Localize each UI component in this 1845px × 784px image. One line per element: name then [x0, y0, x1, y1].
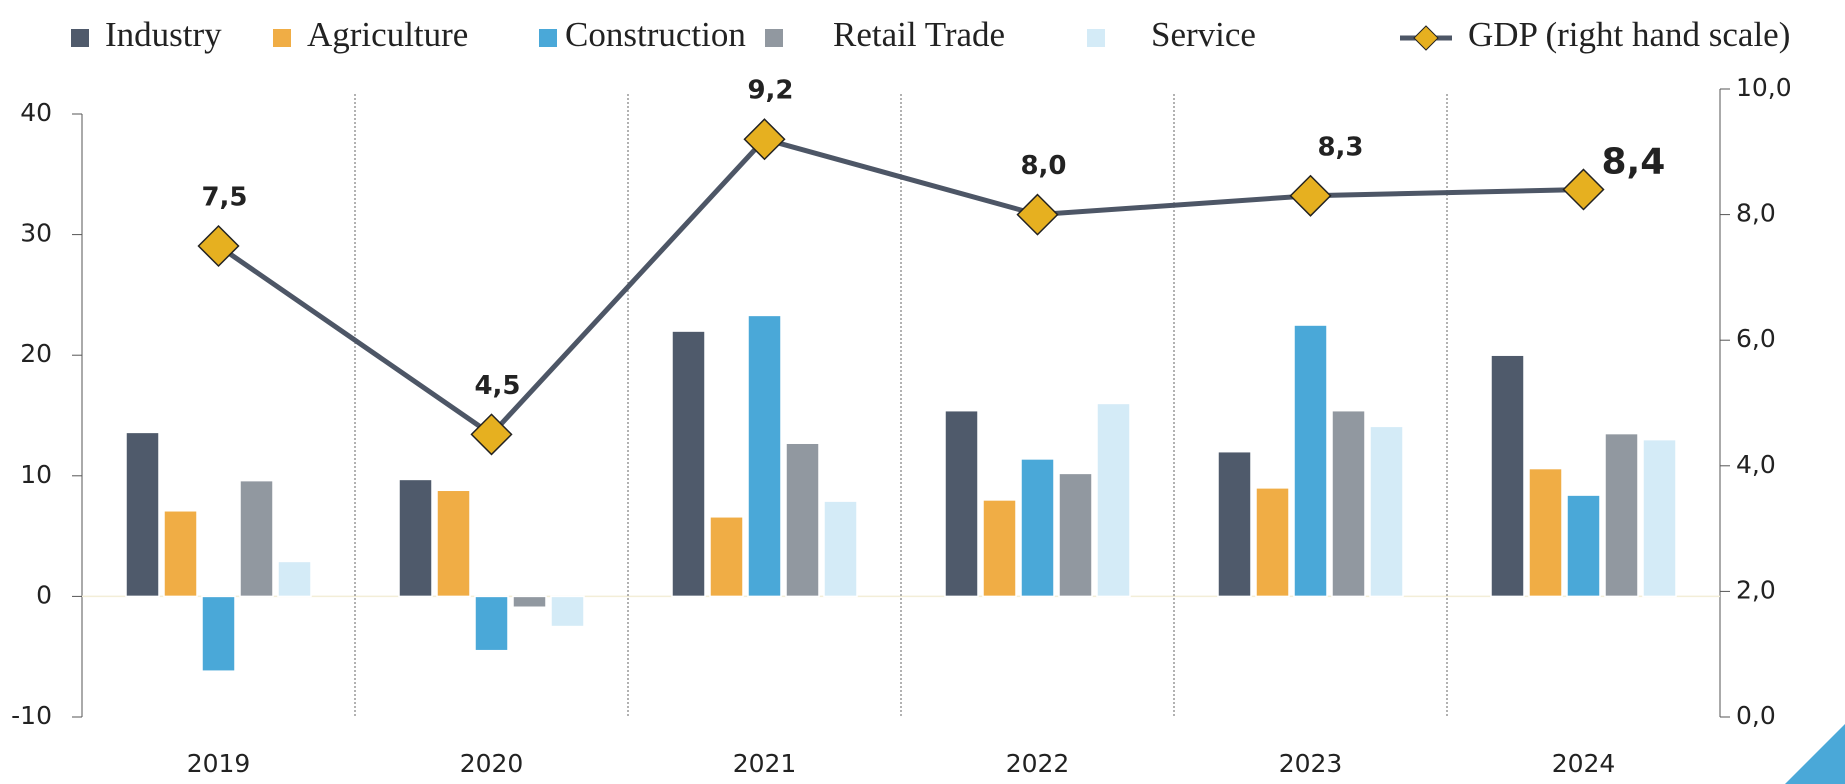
- bar: [1528, 467, 1563, 598]
- bar: [671, 330, 706, 598]
- legend-label: GDP (right hand scale): [1468, 15, 1790, 54]
- legend-swatch: [539, 29, 557, 47]
- bar: [1369, 425, 1404, 598]
- y-tick-label: 40: [20, 98, 52, 127]
- gdp-marker: [743, 118, 786, 161]
- gdp-value-label: 7,5: [201, 183, 247, 213]
- bar: [474, 595, 509, 652]
- gdp-value-label: 9,2: [747, 76, 793, 106]
- y2-tick-label: 0,0: [1736, 701, 1776, 730]
- y2-tick-label: 6,0: [1736, 324, 1776, 353]
- gdp-value-label: 4,5: [474, 371, 520, 401]
- y-tick-label: 0: [36, 580, 52, 609]
- bar: [1604, 432, 1639, 598]
- bar: [1020, 458, 1055, 598]
- x-tick-label: 2019: [187, 749, 251, 778]
- legend-marker: [1413, 25, 1439, 51]
- legend-swatch: [273, 29, 291, 47]
- gdp-marker: [1289, 174, 1332, 217]
- legend-swatch: [765, 29, 783, 47]
- bar: [1490, 354, 1525, 598]
- gdp-line: [217, 136, 1584, 438]
- gdp-marker: [470, 413, 513, 456]
- bar: [512, 595, 547, 609]
- bar: [1293, 324, 1328, 598]
- bar: [550, 595, 585, 628]
- legend-label: Construction: [565, 15, 746, 54]
- y2-tick-label: 2,0: [1736, 575, 1776, 604]
- gdp-marker: [1562, 168, 1605, 211]
- x-tick-label: 2021: [733, 749, 797, 778]
- y-tick-label: 30: [20, 219, 52, 248]
- bar: [1331, 409, 1366, 598]
- bar: [982, 499, 1017, 598]
- bar: [277, 560, 312, 598]
- x-tick-label: 2020: [460, 749, 524, 778]
- y2-tick-label: 10,0: [1736, 73, 1792, 102]
- bar: [398, 478, 433, 598]
- legend-swatch: [71, 29, 89, 47]
- bar: [1058, 472, 1093, 598]
- gdp-value-label: 8,3: [1317, 132, 1363, 162]
- gdp-value-label: 8,4: [1602, 141, 1666, 182]
- bar: [163, 510, 198, 598]
- legend-label: Industry: [105, 15, 222, 54]
- legend-label: Agriculture: [307, 15, 468, 54]
- gdp-marker: [197, 224, 240, 268]
- y-tick-label: -10: [11, 701, 52, 730]
- bar: [201, 595, 236, 672]
- bar: [747, 314, 782, 598]
- gdp-value-label: 8,0: [1020, 151, 1066, 181]
- bar: [125, 431, 160, 598]
- legend-label: Service: [1151, 15, 1256, 54]
- bar: [1255, 487, 1290, 598]
- bar: [944, 409, 979, 598]
- y2-tick-label: 4,0: [1736, 450, 1776, 479]
- x-tick-label: 2022: [1006, 749, 1070, 778]
- y2-tick-label: 8,0: [1736, 199, 1776, 228]
- bar: [785, 442, 820, 598]
- legend-label: Retail Trade: [833, 15, 1005, 54]
- y-tick-label: 10: [20, 460, 52, 489]
- corner-decoration: [1785, 724, 1845, 784]
- x-tick-label: 2024: [1552, 749, 1616, 778]
- x-tick-label: 2023: [1279, 749, 1343, 778]
- bar: [1642, 438, 1677, 598]
- gdp-marker: [1016, 193, 1059, 236]
- bar: [709, 516, 744, 598]
- bar: [1096, 402, 1131, 598]
- legend-swatch: [1087, 29, 1105, 47]
- y-tick-label: 20: [20, 339, 52, 368]
- bar: [1566, 494, 1601, 598]
- bar: [823, 500, 858, 598]
- bar: [1217, 450, 1252, 598]
- bar: [239, 479, 274, 598]
- bar: [436, 489, 471, 598]
